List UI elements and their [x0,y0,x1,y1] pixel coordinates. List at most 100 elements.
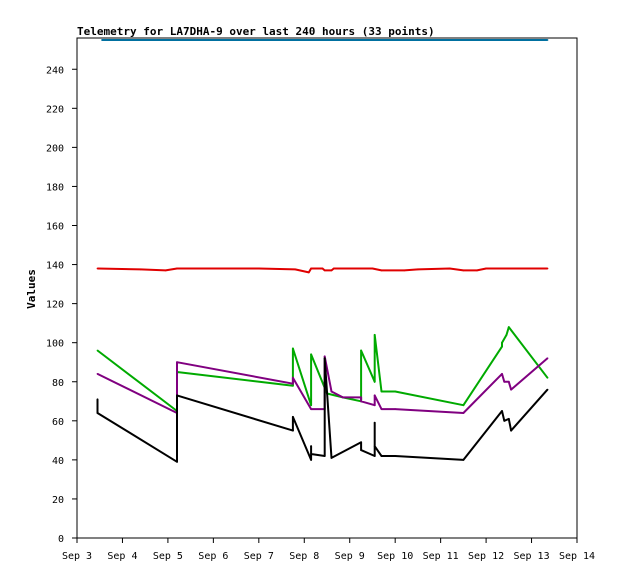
y-tick-label: 0 [58,534,64,545]
data-point [373,404,376,407]
y-tick-label: 160 [46,222,64,233]
series-layer [96,39,549,463]
data-point [371,267,374,270]
data-point [462,404,465,407]
data-point [485,267,487,270]
data-point [292,384,294,387]
y-tick-label: 140 [46,261,64,272]
y-tick-label: 200 [46,143,64,154]
data-point [373,380,376,383]
series-line [97,355,549,414]
data-point [323,269,326,272]
series-line [97,267,548,274]
x-tick-label: Sep 11 [423,551,459,562]
data-point [360,396,362,399]
series-4 [96,357,549,463]
data-point [417,268,419,271]
data-point [96,267,99,270]
data-point [360,441,362,444]
data-point [380,390,383,393]
x-tick-label: Sep 4 [107,551,137,562]
data-point [373,334,376,336]
data-point [380,455,383,457]
data-point [394,390,397,393]
x-tick-label: Sep 13 [513,551,549,562]
data-point [510,429,512,432]
data-point [330,390,333,393]
x-tick-label: Sep 9 [335,551,365,562]
series-0 [101,39,549,41]
data-point [462,269,465,272]
data-point [96,349,99,352]
data-point [503,380,506,383]
data-point [546,388,549,391]
data-point [330,269,333,272]
data-point [321,267,324,270]
data-point [176,394,178,397]
data-point [96,373,99,375]
x-tick-label: Sep 3 [62,551,92,562]
data-point [373,445,376,448]
x-tick-label: Sep 8 [289,551,319,562]
x-tick-label: Sep 7 [244,551,274,562]
data-point [101,39,103,41]
data-point [507,418,510,420]
data-point [176,460,178,463]
x-tick-label: Sep 5 [153,551,183,562]
data-point [176,267,178,270]
data-point [310,408,312,410]
y-tick-label: 100 [46,339,64,350]
data-point [462,459,465,461]
data-point [546,267,549,270]
data-point [501,410,503,412]
data-point [507,267,510,270]
data-point [323,355,326,358]
data-point [403,269,406,272]
data-point [348,267,351,270]
data-point [342,396,344,399]
y-tick-label: 40 [52,456,64,467]
data-point [164,269,167,272]
data-point [323,357,326,360]
data-point [330,457,333,459]
y-tick-label: 20 [52,495,64,506]
data-point [294,268,297,271]
data-point [503,419,506,422]
x-tick-label: Sep 12 [468,551,504,562]
data-point [501,341,503,344]
data-point [373,421,376,424]
data-point [501,373,503,375]
data-point [380,269,383,272]
data-point [307,271,310,274]
data-point [546,357,549,360]
data-point [332,267,335,270]
data-point [505,334,508,336]
data-point [292,416,294,418]
data-point [448,267,451,270]
data-point [546,376,549,379]
x-tick-label: Sep 10 [377,551,413,562]
data-point [501,345,503,348]
axis-ticks: 0 20 40 60 80 100 120 140 160 180 200 220 240 Sep 3 Se… [46,65,595,562]
y-tick-label: 80 [52,378,64,389]
data-point [292,382,294,385]
data-point [176,361,178,364]
data-point [139,268,142,271]
x-tick-label: Sep 14 [559,551,595,562]
chart-title: Telemetry for LA7DHA-9 over last 240 hou… [77,25,435,38]
y-axis-label: Values [25,269,38,309]
data-point [462,412,465,414]
data-point [360,349,362,352]
y-tick-label: 120 [46,300,64,311]
data-point [380,408,383,410]
series-1 [96,267,549,274]
data-point [373,394,376,397]
data-point [394,408,397,410]
data-point [546,39,549,41]
data-point [323,455,326,457]
data-point [310,267,312,270]
data-point [373,455,376,457]
data-point [394,455,397,457]
